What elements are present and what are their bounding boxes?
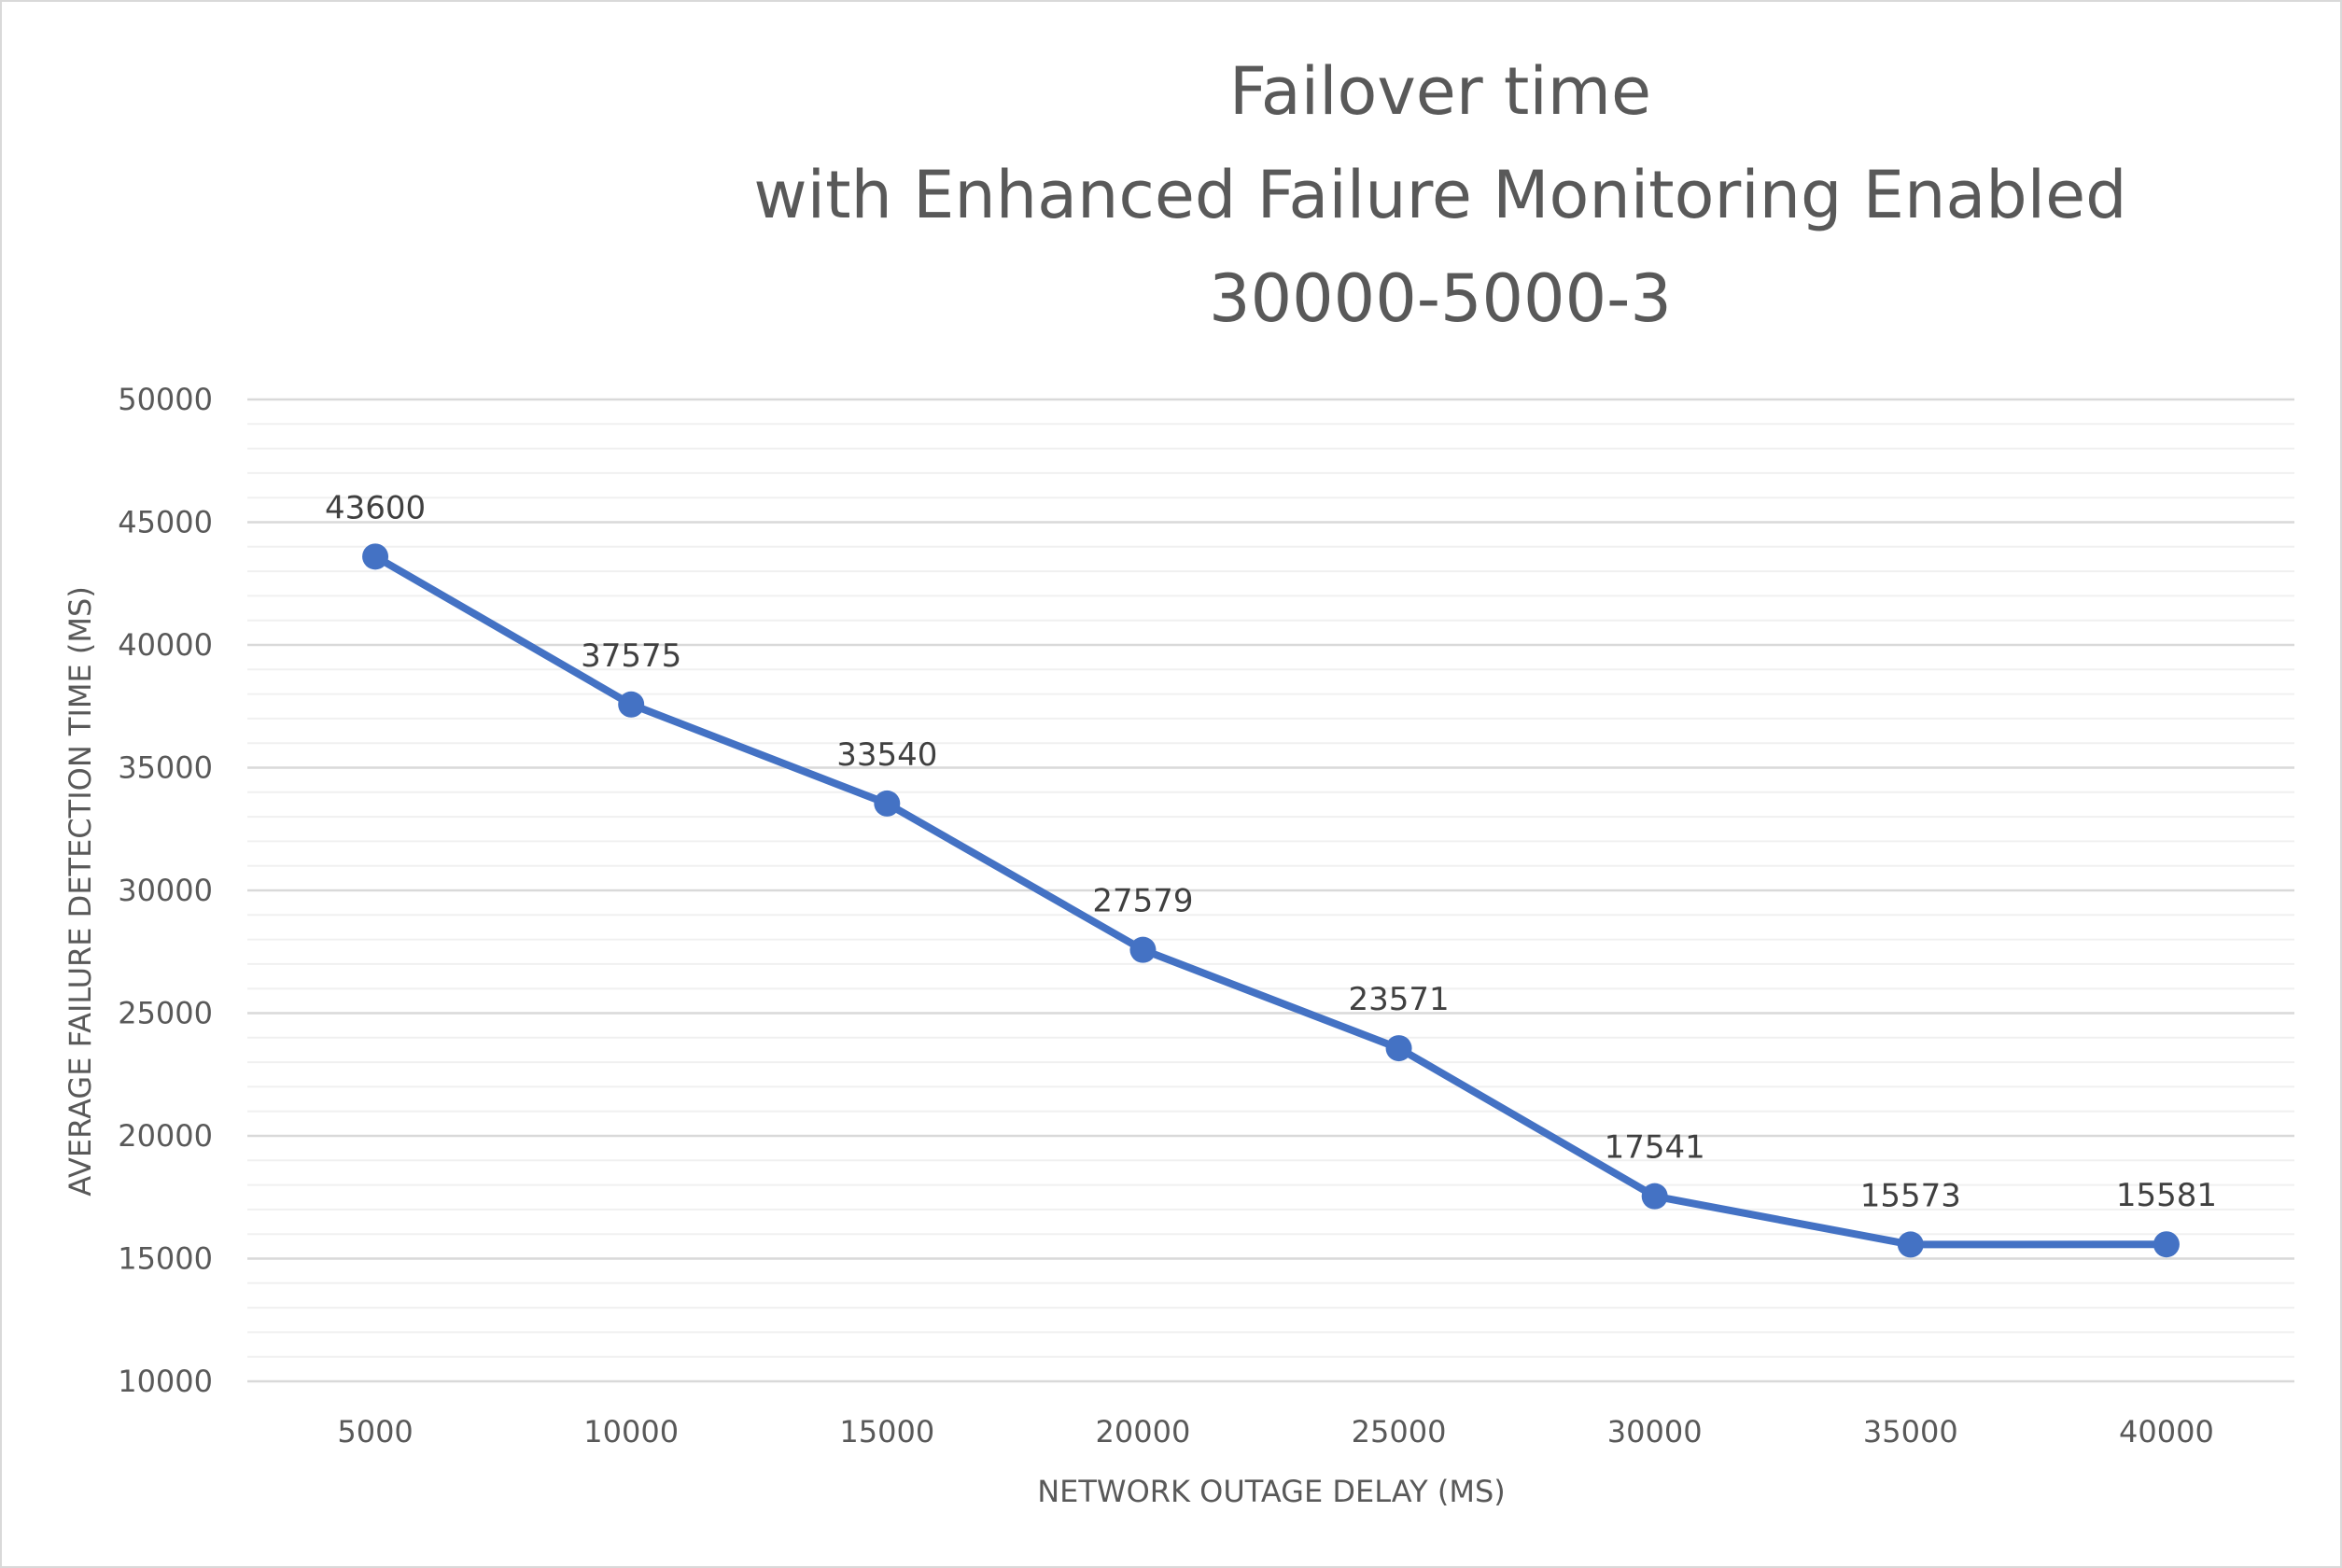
x-tick-label: 30000 bbox=[1607, 1414, 1703, 1449]
data-label: 17541 bbox=[1605, 1129, 1705, 1167]
data-point bbox=[1897, 1231, 1924, 1258]
data-point bbox=[874, 790, 901, 817]
data-labels: 43600 37575 33540 27579 23571 17541 15573 15581 bbox=[325, 489, 2217, 1214]
y-axis-ticks: 10000 15000 20000 25000 30000 35000 40000 45000… bbox=[118, 382, 213, 1399]
x-tick-label: 20000 bbox=[1096, 1414, 1191, 1449]
series-line-group bbox=[362, 543, 2180, 1258]
data-label: 23571 bbox=[1348, 981, 1449, 1018]
data-label: 43600 bbox=[325, 489, 426, 526]
y-tick-label: 15000 bbox=[118, 1241, 213, 1277]
data-label: 15581 bbox=[2116, 1177, 2217, 1214]
y-tick-label: 20000 bbox=[118, 1118, 213, 1154]
x-axis-title: NETWORK OUTAGE DELAY (MS) bbox=[1037, 1474, 1506, 1509]
x-tick-label: 10000 bbox=[583, 1414, 679, 1449]
chart-title: Failover time with Enhanced Failure Moni… bbox=[753, 53, 2126, 337]
x-tick-label: 35000 bbox=[1863, 1414, 1958, 1449]
y-tick-label: 40000 bbox=[118, 627, 213, 663]
x-tick-label: 25000 bbox=[1352, 1414, 1447, 1449]
data-point bbox=[1385, 1035, 1412, 1062]
y-tick-label: 50000 bbox=[118, 382, 213, 417]
y-tick-label: 45000 bbox=[118, 505, 213, 540]
data-point bbox=[618, 691, 645, 718]
x-tick-label: 5000 bbox=[337, 1414, 413, 1449]
x-axis-ticks: 5000 10000 15000 20000 25000 30000 35000 40000 bbox=[337, 1414, 2213, 1449]
y-tick-label: 10000 bbox=[118, 1364, 213, 1399]
y-tick-label: 35000 bbox=[118, 750, 213, 786]
x-tick-label: 15000 bbox=[839, 1414, 934, 1449]
y-tick-label: 30000 bbox=[118, 873, 213, 908]
y-tick-label: 25000 bbox=[118, 996, 213, 1031]
data-label: 27579 bbox=[1092, 883, 1193, 920]
chart-title-line-3: 30000-5000-3 bbox=[1209, 260, 1672, 337]
data-point bbox=[362, 543, 389, 570]
x-tick-label: 40000 bbox=[2119, 1414, 2214, 1449]
gridlines bbox=[247, 398, 2294, 1383]
data-label: 37575 bbox=[581, 637, 681, 675]
chart-title-line-1: Failover time bbox=[1229, 53, 1651, 130]
data-point bbox=[2153, 1231, 2180, 1258]
data-label: 15573 bbox=[1860, 1177, 1961, 1214]
series-line bbox=[372, 553, 2170, 1249]
y-axis-title: AVERAGE FAILURE DETECTION TIME (MS) bbox=[63, 586, 98, 1197]
data-label: 33540 bbox=[836, 736, 937, 774]
data-point bbox=[1129, 936, 1157, 963]
chart-title-line-2: with Enhanced Failure Monitoring Enabled bbox=[753, 157, 2126, 233]
data-point bbox=[1641, 1183, 1668, 1210]
